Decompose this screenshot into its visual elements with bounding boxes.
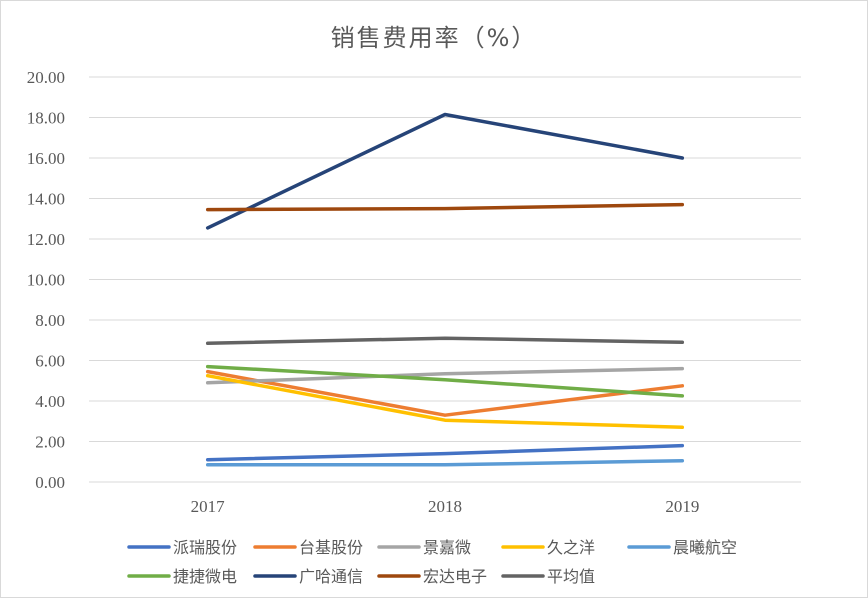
y-tick-label: 12.00: [27, 230, 65, 249]
legend-item: 景嘉微: [377, 538, 471, 557]
series-line: [205, 364, 685, 398]
legend-item: 平均值: [501, 567, 595, 586]
y-tick-label: 20.00: [27, 68, 65, 87]
legend-label: 广哈通信: [299, 567, 363, 586]
legend-label: 派瑞股份: [173, 538, 237, 557]
series-line: [205, 366, 685, 385]
series-line: [205, 458, 685, 467]
legend-item: 派瑞股份: [127, 538, 237, 557]
y-tick-label: 8.00: [35, 311, 65, 330]
y-tick-label: 2.00: [35, 433, 65, 452]
legend-label: 台基股份: [299, 538, 363, 557]
series-line: [205, 202, 685, 212]
legend-label: 平均值: [547, 567, 595, 586]
x-axis-ticks: 2017 2018 2019: [191, 497, 700, 516]
y-tick-label: 0.00: [35, 473, 65, 492]
legend-item: 晨曦航空: [627, 538, 737, 557]
legend-label: 宏达电子: [423, 567, 487, 586]
legend-item: 台基股份: [253, 538, 363, 557]
x-tick-label: 2018: [428, 497, 462, 516]
chart-title: 销售费用率（%）: [331, 24, 538, 52]
series-line: [205, 112, 685, 230]
legend-label: 捷捷微电: [173, 567, 237, 586]
legend-item: 捷捷微电: [127, 567, 237, 586]
y-tick-label: 6.00: [35, 352, 65, 371]
series-lines: [205, 112, 685, 467]
y-tick-label: 18.00: [27, 109, 65, 128]
series-line: [205, 336, 685, 346]
x-tick-label: 2019: [665, 497, 699, 516]
legend-item: 宏达电子: [377, 567, 487, 586]
legend-label: 久之洋: [547, 538, 595, 557]
y-tick-label: 14.00: [27, 190, 65, 209]
series-line: [205, 369, 685, 417]
legend-label: 晨曦航空: [673, 538, 737, 557]
y-tick-label: 10.00: [27, 271, 65, 290]
y-tick-label: 16.00: [27, 149, 65, 168]
y-axis-ticks: 0.00 2.00 4.00 6.00 8.00 10.00 12.00 14.00 16.00…: [27, 68, 65, 492]
series-line: [205, 373, 685, 430]
y-tick-label: 4.00: [35, 392, 65, 411]
gridlines: [89, 76, 801, 483]
x-tick-label: 2017: [191, 497, 226, 516]
legend-item: 久之洋: [501, 538, 595, 557]
legend-label: 景嘉微: [423, 538, 471, 557]
series-line: [205, 443, 685, 462]
legend-item: 广哈通信: [253, 567, 363, 586]
